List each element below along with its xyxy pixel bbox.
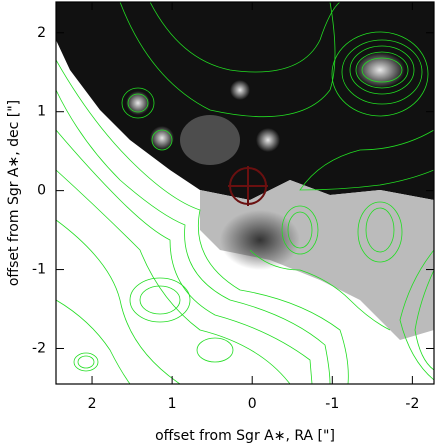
sgr-a-marker [228, 166, 268, 206]
x-tick-label: -1 [325, 396, 339, 412]
y-tick-label: -1 [32, 262, 46, 278]
y-axis-label: offset from Sgr A∗, dec ["] [6, 100, 22, 286]
x-axis-label: offset from Sgr A∗, RA ["] [155, 428, 335, 444]
y-tick-label: 1 [37, 104, 46, 120]
x-tick-label: -2 [405, 396, 419, 412]
x-tick-label: 1 [168, 396, 177, 412]
y-tick-label: -2 [32, 340, 46, 356]
y-tick-label: 2 [37, 25, 46, 41]
x-tick-label: 2 [88, 396, 97, 412]
image [56, 2, 434, 384]
contours [56, 2, 434, 384]
y-tick-label: 0 [37, 183, 46, 199]
plot-frame [55, 1, 435, 385]
x-tick-label: 0 [248, 396, 257, 412]
